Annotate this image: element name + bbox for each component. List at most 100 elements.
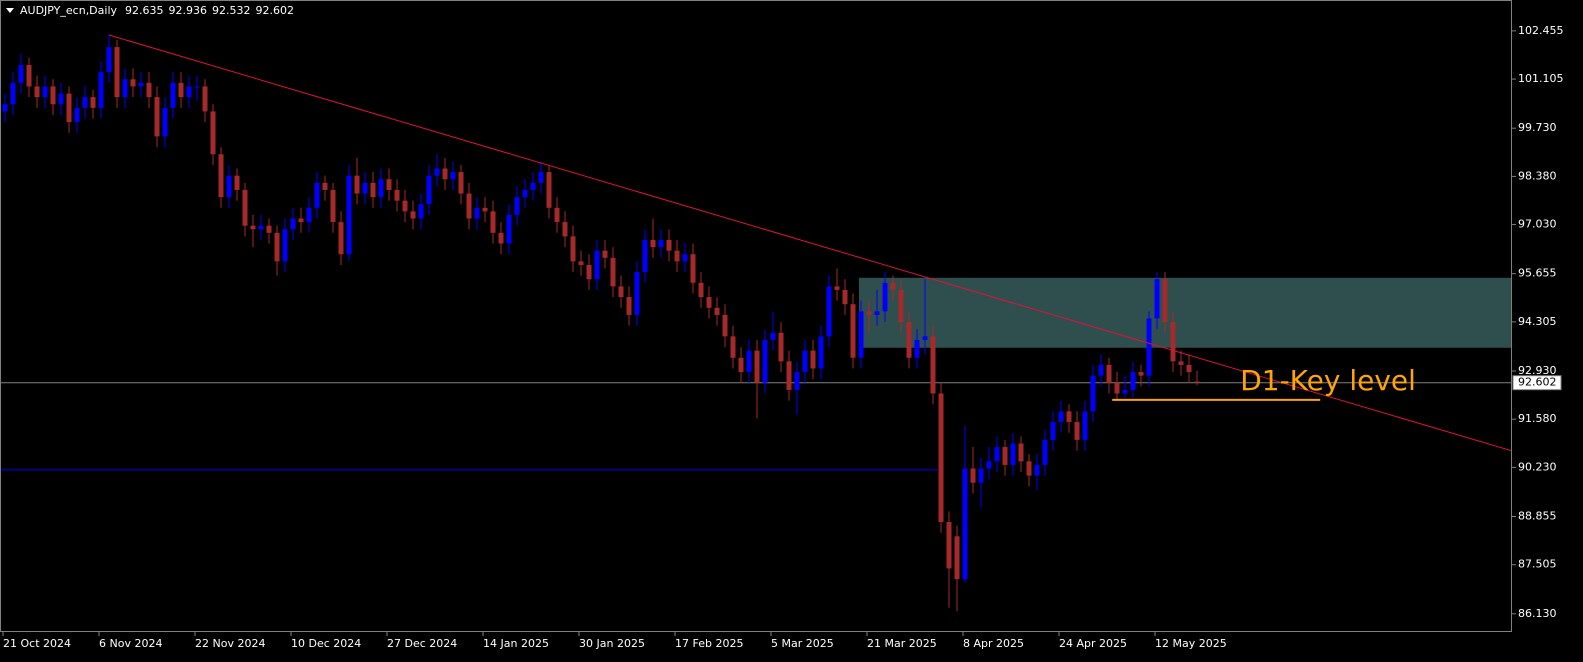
candle-body: [154, 97, 160, 137]
candle-body: [178, 82, 184, 98]
candle-body: [914, 339, 920, 358]
y-tick-label: 95.655: [1518, 267, 1557, 280]
candle-body: [930, 336, 936, 394]
candle-body: [1050, 422, 1056, 440]
candle-body: [706, 297, 712, 308]
candle-body: [338, 222, 344, 255]
candle-body: [1018, 443, 1024, 462]
candle-body: [1122, 389, 1128, 394]
x-tick-label: 27 Dec 2024: [387, 637, 457, 650]
candle-body: [906, 322, 912, 358]
candle-body: [922, 336, 928, 340]
candle-body: [378, 179, 384, 198]
candle-body: [690, 254, 696, 283]
candle-body: [794, 372, 800, 390]
zone: [859, 277, 1512, 348]
candle-body: [10, 82, 16, 105]
x-tick-label: 14 Jan 2025: [483, 637, 549, 650]
candle-body: [1146, 318, 1152, 376]
candle-body: [954, 536, 960, 580]
candle-body: [90, 97, 96, 108]
y-tick-label: 99.730: [1518, 121, 1557, 134]
candle-body: [170, 82, 176, 108]
candle-body: [34, 86, 40, 98]
candle-body: [354, 175, 360, 194]
candle-body: [506, 214, 512, 244]
candle-body: [50, 86, 56, 105]
y-tick-label: 94.305: [1518, 315, 1557, 328]
candle-body: [818, 336, 824, 369]
candle-body: [610, 257, 616, 287]
x-tick-label: 10 Dec 2024: [291, 637, 361, 650]
candle-body: [18, 64, 24, 83]
candle-body: [498, 232, 504, 244]
candle-body: [1106, 364, 1112, 383]
menu-arrow[interactable]: [6, 8, 14, 13]
candle-body: [650, 239, 656, 248]
candle-body: [778, 332, 784, 362]
candle-body: [210, 111, 216, 155]
candle-body: [722, 314, 728, 337]
trendline: [108, 34, 1512, 452]
header: AUDJPY_ecn,Daily 92.635 92.936 92.532 92.602: [20, 4, 294, 17]
candle-body: [474, 207, 480, 219]
candle-body: [442, 168, 448, 180]
candle-body: [1178, 361, 1184, 365]
candle-body: [1002, 447, 1008, 465]
candle-body: [490, 211, 496, 233]
candle-body: [370, 182, 376, 198]
candle-body: [1010, 443, 1016, 465]
candle-body: [522, 189, 528, 198]
x-tick-label: 22 Nov 2024: [195, 637, 265, 650]
candle-body: [938, 393, 944, 523]
open-value: 92.635: [125, 4, 164, 17]
y-tick-label: 92.930: [1518, 364, 1557, 377]
candle-body: [218, 154, 224, 198]
candle-body: [978, 468, 984, 483]
candle-body: [298, 218, 304, 223]
candle-body: [858, 311, 864, 358]
candle-body: [74, 107, 80, 123]
candle-body: [146, 82, 152, 98]
candle-body: [186, 86, 192, 98]
candle-body: [626, 297, 632, 315]
candle-body: [1042, 439, 1048, 465]
candle-body: [26, 64, 32, 87]
plot-border: [0, 0, 1512, 632]
x-tick-label: 17 Feb 2025: [675, 637, 743, 650]
candle-body: [322, 182, 328, 190]
x-tick-label: 21 Oct 2024: [3, 637, 71, 650]
candle-body: [122, 79, 128, 98]
price-label-box: [1512, 375, 1562, 391]
candle-body: [346, 175, 352, 255]
candle-body: [890, 282, 896, 290]
x-tick-label: 21 Mar 2025: [867, 637, 937, 650]
candle-body: [98, 72, 104, 108]
candle-body: [874, 311, 880, 315]
candle-body: [234, 175, 240, 190]
price-label: 92.602: [1518, 376, 1557, 389]
candle-body: [586, 264, 592, 280]
symbol: AUDJPY_ecn,Daily: [20, 4, 118, 17]
x-tick-label: 6 Nov 2024: [99, 637, 162, 650]
candle-body: [1074, 422, 1080, 440]
candle-body: [1082, 411, 1088, 440]
candle-body: [578, 261, 584, 265]
candle-body: [258, 225, 264, 230]
candle-body: [314, 182, 320, 208]
x-tick-label: 24 Apr 2025: [1059, 637, 1127, 650]
candle-body: [546, 172, 552, 208]
candle-body: [42, 86, 48, 98]
candle-body: [698, 282, 704, 298]
candle-body: [762, 339, 768, 383]
candle-body: [306, 207, 312, 223]
candle-body: [386, 179, 392, 190]
candle-body: [826, 286, 832, 337]
candle-body: [266, 225, 272, 233]
candle-body: [866, 311, 872, 315]
x-tick-label: 8 Apr 2025: [963, 637, 1024, 650]
candle-body: [538, 172, 544, 183]
candle-body: [162, 107, 168, 137]
